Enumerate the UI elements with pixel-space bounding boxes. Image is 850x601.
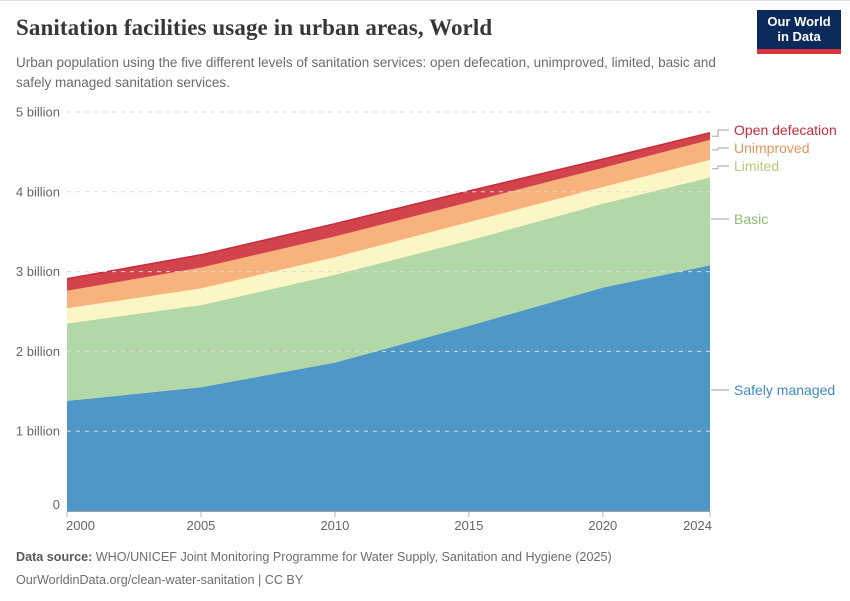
- x-axis-tick-label: 2005: [186, 518, 215, 533]
- legend-item-open-defecation[interactable]: Open defecation: [734, 122, 837, 138]
- y-axis-tick-label: 4 billion: [16, 184, 60, 199]
- x-axis-tick-label: 2020: [588, 518, 617, 533]
- total-top-line: [66, 131, 711, 280]
- legend-connector: [712, 165, 729, 170]
- x-axis-tick-label: 2010: [320, 518, 349, 533]
- legend-label-safely-managed: Safely managed: [734, 382, 836, 398]
- owid-logo-line2: in Data: [777, 28, 821, 44]
- legend-item-basic[interactable]: Basic: [734, 211, 768, 227]
- legend-label-unimproved: Unimproved: [734, 140, 810, 156]
- y-axis-tick-label: 2 billion: [16, 344, 60, 359]
- chart-subtitle: Urban population using the five differen…: [16, 55, 716, 90]
- y-axis-tick-label: 1 billion: [16, 424, 60, 439]
- owid-logo-line1: Our World: [767, 13, 831, 29]
- data-source-label: Data source:: [16, 550, 93, 564]
- license-line: OurWorldinData.org/clean-water-sanitatio…: [16, 572, 304, 587]
- owid-logo-accent-stripe: [757, 49, 841, 54]
- y-axis-tick-label: 5 billion: [16, 105, 60, 120]
- y-axis-tick-label: 3 billion: [16, 264, 60, 279]
- legend-item-limited[interactable]: Limited: [734, 158, 779, 174]
- area-safely-managed[interactable]: [67, 265, 710, 511]
- legend-label-open-defecation: Open defecation: [734, 122, 837, 138]
- x-axis-tick-label: 2015: [454, 518, 483, 533]
- y-axis-tick-label: 0: [53, 497, 60, 512]
- legend-label-basic: Basic: [734, 211, 769, 227]
- area-basic[interactable]: [67, 177, 710, 401]
- legend-connector: [712, 147, 729, 151]
- data-source-text: WHO/UNICEF Joint Monitoring Programme fo…: [92, 550, 612, 564]
- legend-connector: [712, 129, 729, 137]
- area-limited[interactable]: [67, 159, 710, 324]
- legend-item-safely-managed[interactable]: Safely managed: [734, 382, 835, 398]
- page-title: Sanitation facilities usage in urban are…: [16, 15, 493, 40]
- chart-footer: Data source: WHO/UNICEF Joint Monitoring…: [16, 546, 816, 591]
- data-source-line: Data source: WHO/UNICEF Joint Monitoring…: [16, 546, 816, 569]
- area-unimproved[interactable]: [67, 139, 710, 309]
- owid-logo[interactable]: Our World in Data: [757, 10, 841, 49]
- legend-label-limited: Limited: [734, 158, 780, 174]
- legend-item-unimproved[interactable]: Unimproved: [734, 140, 809, 156]
- x-axis-tick-label: 2000: [66, 518, 95, 533]
- x-axis-tick-label: 2024: [683, 518, 712, 533]
